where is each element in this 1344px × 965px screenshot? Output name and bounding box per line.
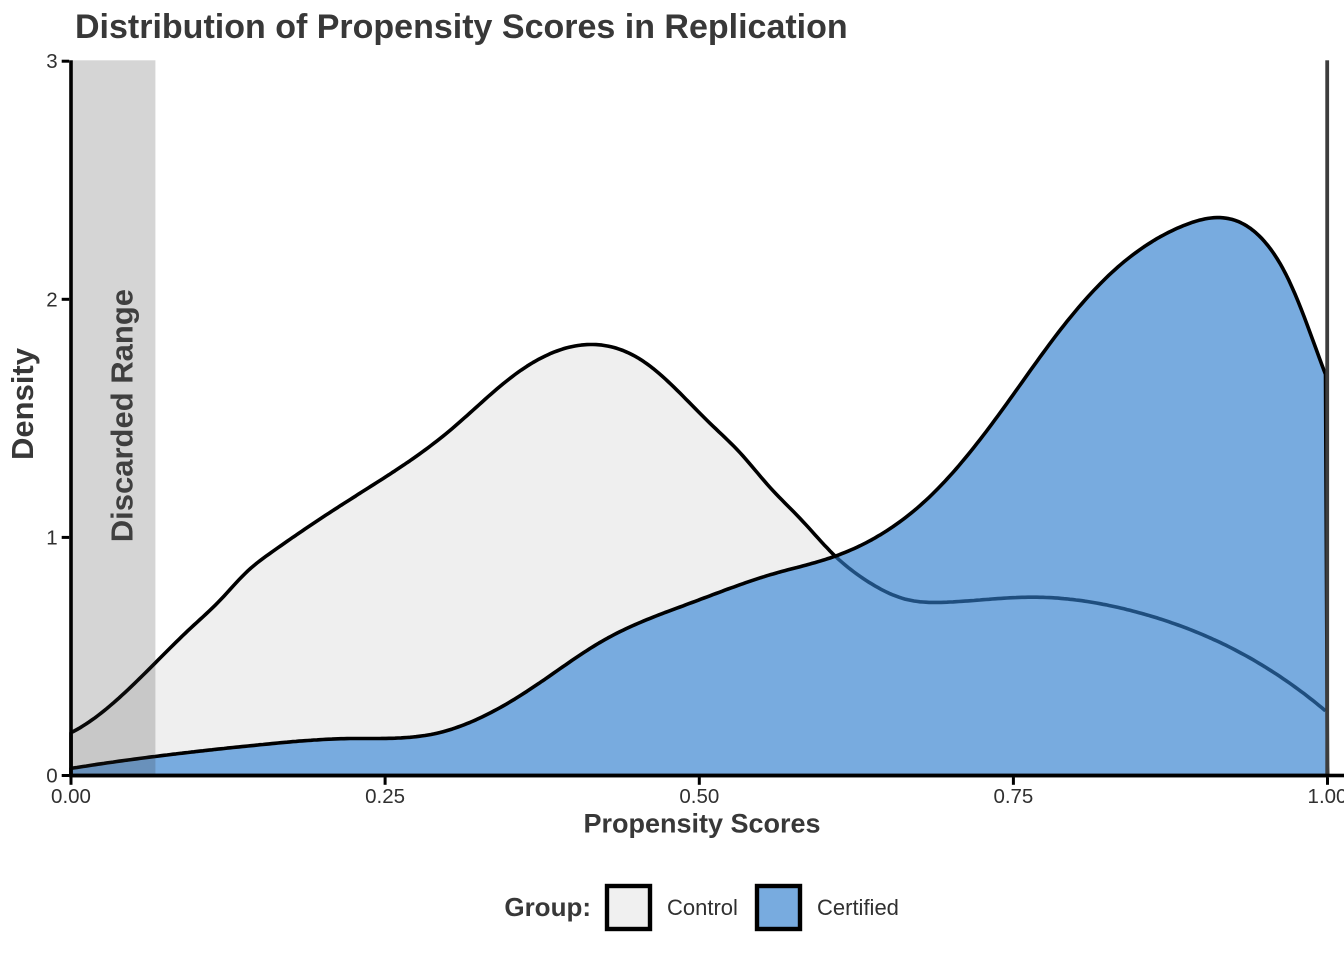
svg-text:0.50: 0.50 <box>679 785 719 808</box>
svg-text:0.25: 0.25 <box>365 785 405 808</box>
svg-text:1.00: 1.00 <box>1308 785 1344 808</box>
svg-text:1: 1 <box>46 526 57 549</box>
svg-text:Certified: Certified <box>817 895 899 920</box>
svg-text:Propensity Scores: Propensity Scores <box>583 809 820 839</box>
svg-text:0.75: 0.75 <box>993 785 1033 808</box>
svg-text:2: 2 <box>46 288 57 311</box>
svg-text:Discarded Range: Discarded Range <box>105 289 140 542</box>
svg-text:Distribution of Propensity Sco: Distribution of Propensity Scores in Rep… <box>75 8 848 46</box>
svg-text:Group:: Group: <box>504 892 591 922</box>
svg-text:Control: Control <box>667 895 738 920</box>
svg-text:0.00: 0.00 <box>51 785 91 808</box>
svg-text:0: 0 <box>46 765 57 788</box>
svg-text:Density: Density <box>5 347 40 460</box>
svg-text:3: 3 <box>46 50 57 73</box>
